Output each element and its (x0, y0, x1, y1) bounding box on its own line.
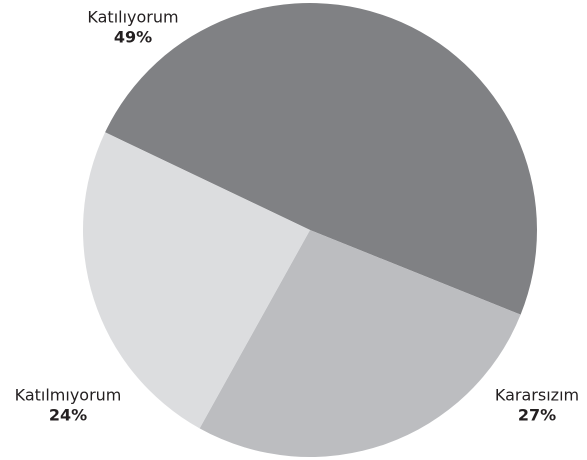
slice-value-label: 24% (49, 406, 87, 425)
slice-label: Katılmıyorum (15, 386, 122, 405)
slice-label: Katılıyorum (87, 8, 178, 27)
slice-value-label: 49% (114, 28, 152, 47)
pie-slice (199, 230, 521, 457)
slice-label: Kararsızım (495, 386, 579, 405)
pie-slice (105, 3, 537, 315)
slice-value-label: 27% (518, 406, 556, 425)
pie-slice (83, 132, 310, 429)
